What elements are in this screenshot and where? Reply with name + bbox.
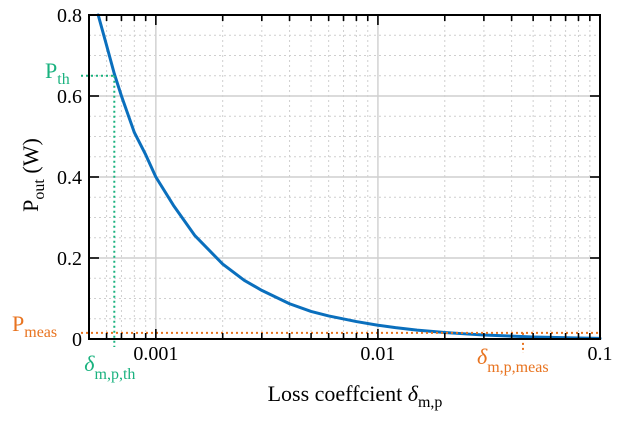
x-tick-label: 0.001 (133, 343, 178, 365)
x-tick-label: 0.1 (588, 343, 613, 365)
delta-measured-label: δm,p,meas (477, 344, 549, 376)
curve-layer (96, 13, 602, 340)
x-axis-label: Loss coeffcient δm,p (268, 381, 443, 411)
tick-labels: 0.001 0.01 0.1 0 0.2 0.4 0.6 0.8 (57, 5, 613, 365)
x-tick-label: 0.01 (360, 343, 395, 365)
y-tick-label: 0.8 (57, 5, 82, 27)
p-threshold-label: Pth (45, 58, 70, 88)
y-tick-label: 0.4 (57, 167, 82, 189)
y-tick-label: 0 (72, 329, 82, 351)
y-tick-label: 0.6 (57, 86, 82, 108)
grid-lines (88, 15, 601, 339)
annotation-lines (81, 74, 600, 353)
axis-ticks (88, 14, 601, 340)
power-loss-curve (96, 13, 602, 340)
y-tick-label: 0.2 (57, 248, 82, 270)
p-measured-label: Pmeas (12, 311, 57, 341)
y-axis-label: Pout (W) (18, 138, 48, 212)
delta-threshold-label: δm,p,th (84, 351, 135, 383)
